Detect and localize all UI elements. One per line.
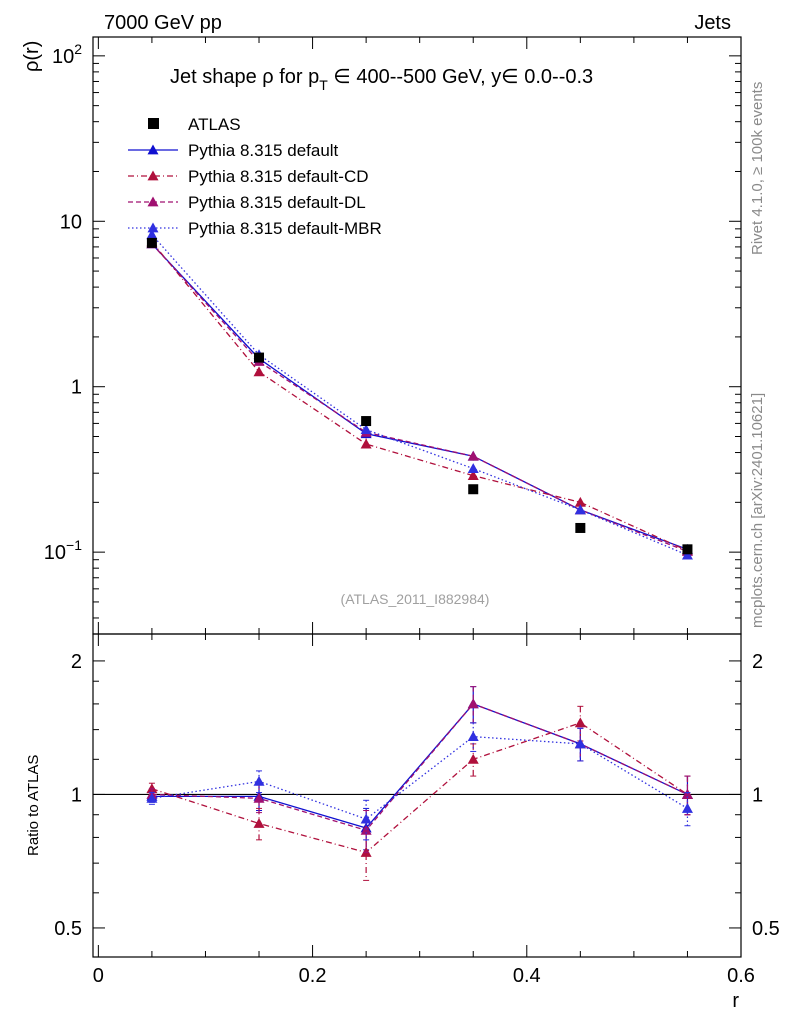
legend-label: Pythia 8.315 default-CD — [188, 167, 369, 186]
title-prefix: Jet shape ρ for p — [170, 66, 319, 88]
series-ratio-marker — [253, 775, 265, 786]
series-marker — [360, 424, 372, 435]
y-tick-label-right: 0.5 — [752, 918, 780, 940]
x-tick-label: 0.6 — [727, 965, 755, 987]
chart-title: Jet shape ρ for pT ∈ 400--500 GeV, y∈ 0.… — [170, 66, 593, 93]
legend-data-label: ATLAS — [188, 115, 241, 134]
y-tick-label: 10−1 — [44, 537, 82, 564]
series-ratio-marker — [467, 698, 479, 709]
series-ratio-marker — [360, 813, 372, 824]
data-point — [575, 522, 586, 533]
legend-marker — [147, 144, 159, 155]
legend-marker — [147, 196, 159, 207]
legend-data-marker — [148, 118, 159, 129]
x-tick-label: 0.4 — [513, 965, 541, 987]
series-ratio-marker — [467, 731, 479, 742]
series-marker — [467, 450, 479, 461]
series-line — [151, 241, 688, 552]
header-right: Jets — [694, 12, 731, 34]
y-axis-label-bottom: Ratio to ATLAS — [25, 755, 42, 856]
series-marker — [146, 229, 158, 240]
data-point — [254, 352, 265, 363]
source-label: mcplots.cern.ch [arXiv:2401.10621] — [749, 393, 766, 628]
series-ratio-marker — [574, 738, 586, 749]
title-subscript: T — [319, 77, 328, 93]
series-marker — [574, 496, 586, 507]
series-ratio-line — [151, 735, 688, 820]
series-ratio-marker — [146, 783, 158, 794]
y-tick-label: 1 — [71, 784, 82, 806]
series-ratio-marker — [146, 792, 158, 803]
y-tick-label: 0.5 — [54, 918, 82, 940]
series-marker — [360, 438, 372, 449]
series-marker — [681, 549, 693, 560]
legend: ATLAS Pythia 8.315 default Pythia 8.315 de… — [128, 115, 382, 238]
legend-label: Pythia 8.315 default-DL — [188, 193, 366, 212]
y-tick-label-right: 2 — [752, 651, 763, 673]
y-tick-label: 2 — [71, 651, 82, 673]
data-point — [468, 484, 479, 495]
series-line — [151, 243, 688, 550]
series-ratio-marker — [467, 753, 479, 764]
series-ratio-line — [151, 722, 688, 854]
data-point — [682, 544, 693, 555]
legend-label: Pythia 8.315 default — [188, 141, 339, 160]
x-tick-label: 0 — [93, 965, 104, 987]
series-line — [151, 234, 688, 556]
legend-marker — [147, 222, 159, 233]
y-tick-label-right: 1 — [752, 784, 763, 806]
ratio-plot-frame — [92, 633, 742, 958]
series-ratio-marker — [681, 802, 693, 813]
data-point — [361, 416, 372, 427]
analysis-watermark: (ATLAS_2011_I882984) — [341, 591, 490, 607]
series-ratio-line — [151, 703, 688, 832]
series-2 — [146, 238, 693, 853]
y-tick-label: 102 — [52, 41, 82, 68]
data-point — [146, 237, 157, 248]
x-axis-label: r — [732, 990, 739, 1012]
title-suffix: ∈ 400--500 GeV, y∈ 0.0--0.3 — [328, 66, 593, 88]
header-left: 7000 GeV pp — [104, 12, 222, 34]
series-1 — [146, 236, 693, 881]
y-tick-label: 1 — [71, 377, 82, 399]
legend-label: Pythia 8.315 default-MBR — [188, 219, 382, 238]
y-tick-label: 10 — [60, 211, 82, 233]
series-marker — [467, 470, 479, 481]
series-ratio-marker — [253, 817, 265, 828]
rivet-version-label: Rivet 4.1.0, ≥ 100k events — [749, 82, 766, 255]
series-line — [151, 243, 688, 553]
series-ratio-marker — [253, 792, 265, 803]
series-marker — [253, 366, 265, 377]
y-axis-label-top: ρ(r) — [21, 41, 43, 72]
series-marker — [467, 463, 479, 473]
x-tick-label: 0.2 — [299, 965, 327, 987]
series-ratio-line — [151, 703, 688, 829]
series-3 — [146, 229, 693, 841]
legend-marker — [147, 170, 159, 181]
series-marker — [574, 504, 586, 515]
series-ratio-marker — [574, 717, 586, 728]
